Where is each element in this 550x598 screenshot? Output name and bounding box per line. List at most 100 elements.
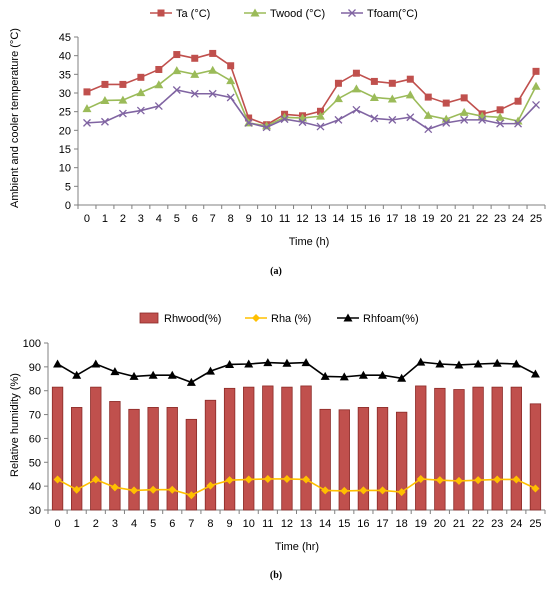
data-point — [208, 65, 218, 74]
data-point — [226, 76, 236, 85]
x-tick-label: 17 — [386, 213, 398, 225]
data-point — [110, 483, 119, 492]
legend-label: Ta (°C) — [176, 8, 210, 20]
data-point — [424, 125, 433, 134]
data-point — [191, 54, 199, 62]
bar — [529, 403, 542, 511]
data-point — [397, 373, 407, 382]
data-point — [513, 116, 523, 125]
data-point — [424, 93, 432, 101]
x-tick-label: 12 — [296, 213, 308, 225]
data-point — [473, 359, 483, 368]
data-point — [262, 123, 271, 132]
x-tick-label: 13 — [300, 518, 312, 530]
bar — [491, 386, 503, 511]
data-point — [301, 358, 311, 367]
x-tick-label: 7 — [210, 213, 216, 225]
x-tick-label: 16 — [368, 213, 380, 225]
data-point — [416, 357, 426, 366]
bar — [510, 386, 522, 511]
x-tick-label: 17 — [376, 518, 388, 530]
x-tick-label: 7 — [188, 518, 194, 530]
data-point — [154, 80, 164, 89]
humidity-ylabel: Relative humidity (%) — [9, 373, 21, 477]
data-point — [321, 486, 330, 495]
temperature-chart: Ta (°C) Twood (°C) Tfoam(°C) 0510152025303… — [9, 8, 546, 277]
bar — [51, 386, 64, 511]
data-point — [206, 481, 215, 490]
legend-label: Rhfoam(%) — [363, 313, 419, 325]
x-tick-label: 9 — [246, 213, 252, 225]
data-point — [495, 112, 505, 121]
bar — [90, 386, 102, 511]
data-point — [137, 73, 145, 81]
data-point — [316, 122, 325, 131]
x-tick-label: 23 — [491, 518, 503, 530]
data-point — [531, 484, 540, 493]
data-point — [514, 119, 523, 128]
temperature-series — [82, 49, 541, 134]
y-tick-label: 80 — [29, 386, 41, 398]
x-tick-label: 22 — [476, 213, 488, 225]
data-point — [405, 90, 415, 99]
bar — [453, 389, 465, 511]
data-point — [263, 474, 272, 483]
bar — [109, 401, 121, 511]
x-tick-label: 3 — [138, 213, 144, 225]
x-tick-label: 11 — [262, 518, 273, 530]
x-tick-label: 15 — [350, 213, 362, 225]
data-point — [423, 110, 433, 119]
x-tick-label: 25 — [529, 518, 541, 530]
data-point — [496, 119, 505, 128]
x-tick-label: 5 — [150, 518, 156, 530]
data-point — [492, 358, 502, 367]
bar — [223, 387, 236, 511]
x-tick-label: 24 — [512, 213, 524, 225]
x-tick-label: 2 — [93, 518, 99, 530]
data-point — [263, 358, 273, 367]
data-point — [186, 377, 196, 386]
data-point — [130, 486, 139, 495]
bar — [128, 408, 140, 511]
data-point — [282, 474, 291, 483]
humidity-xlabel: Time (hr) — [275, 541, 319, 553]
legend-swatch — [139, 312, 159, 324]
data-point — [493, 475, 502, 484]
x-tick-label: 9 — [227, 518, 233, 530]
data-point — [406, 75, 414, 83]
x-tick-label: 4 — [131, 518, 137, 530]
bar — [319, 408, 331, 511]
data-point — [435, 359, 445, 368]
legend-marker — [250, 8, 260, 17]
data-point — [370, 77, 378, 85]
data-point — [136, 106, 145, 115]
x-tick-label: 11 — [279, 213, 290, 225]
y-tick-label: 40 — [29, 481, 41, 493]
humidity-chart: Rhwood(%) Rha (%) Rhfoam(%) 30405060708090… — [9, 312, 546, 581]
data-point — [478, 115, 487, 124]
data-point — [352, 69, 360, 77]
y-tick-label: 90 — [29, 362, 41, 374]
x-tick-label: 3 — [112, 518, 118, 530]
bar — [434, 387, 446, 511]
data-point — [100, 117, 109, 126]
data-point — [225, 359, 235, 368]
x-tick-label: 18 — [404, 213, 416, 225]
legend-marker — [252, 314, 260, 322]
data-point — [190, 69, 200, 78]
data-point — [225, 476, 234, 485]
bar — [395, 411, 408, 511]
data-point — [172, 86, 181, 94]
legend-label: Rhwood(%) — [164, 313, 221, 325]
data-point — [387, 94, 397, 103]
data-point — [378, 486, 387, 495]
bar — [147, 407, 159, 511]
data-point — [474, 476, 483, 485]
data-point — [532, 100, 540, 109]
data-point — [359, 486, 368, 495]
bar — [243, 386, 255, 511]
x-tick-label: 13 — [314, 213, 326, 225]
y-tick-label: 35 — [59, 69, 71, 81]
legend-marker — [348, 9, 356, 17]
